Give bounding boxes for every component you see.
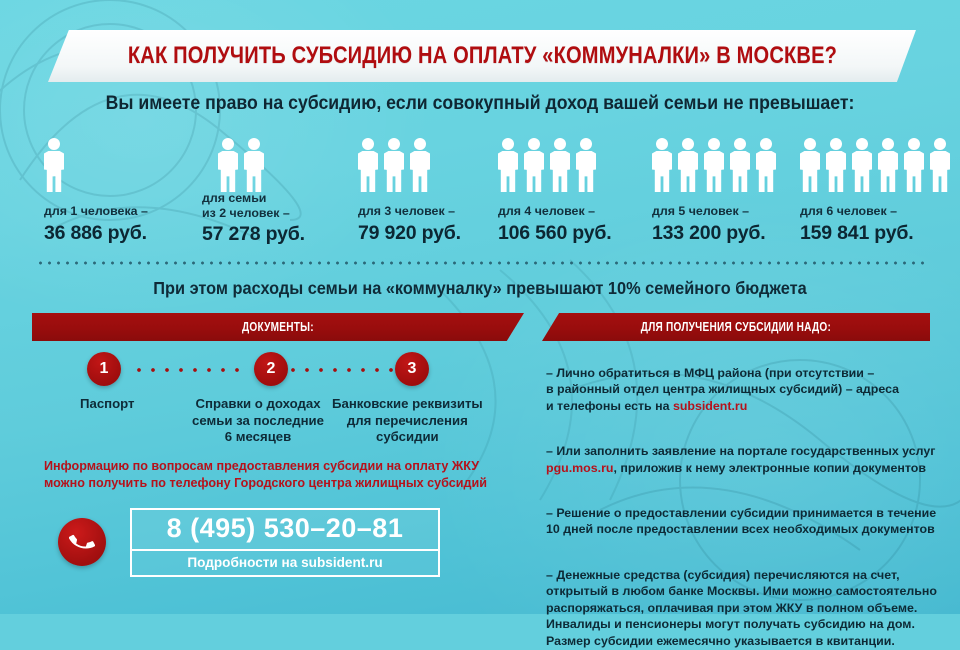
income-group-label: для 6 человек – — [800, 204, 897, 218]
person-icon — [410, 138, 430, 192]
income-group-2: для семьи из 2 человек – 57 278 руб. — [202, 136, 305, 246]
person-icon — [652, 138, 672, 192]
person-icon — [730, 138, 750, 192]
step-number-badge: 3 — [395, 352, 429, 386]
subsidy-info-text: Информацию по вопросам предоставления су… — [44, 459, 487, 490]
howto-text-before: – Лично обратиться в МФЦ района (при отс… — [546, 365, 900, 413]
income-group-label: для 5 человек – — [652, 204, 749, 218]
howto-list: – Лично обратиться в МФЦ района (при отс… — [546, 348, 946, 650]
pgu-mos-link[interactable]: pgu.mos.ru — [546, 460, 614, 475]
income-group-label: для 4 человек – — [498, 204, 595, 218]
document-step-1: 1 Паспорт — [80, 352, 135, 413]
howto-item-2: – Или заполнить заявление на портале гос… — [546, 426, 946, 476]
person-icon — [550, 138, 570, 192]
person-icon — [358, 138, 378, 192]
income-group-5: для 5 человек – 133 200 руб. — [652, 136, 776, 245]
step-label: Банковские реквизиты для перечисления су… — [332, 396, 483, 444]
income-group-1: для 1 человека – 36 886 руб. — [44, 136, 148, 245]
document-step-2: 2 Справки о доходах семьи за последние 6… — [192, 352, 324, 446]
step-label: Справки о доходах семьи за последние 6 м… — [192, 396, 325, 444]
phone-number[interactable]: 8 (495) 530–20–81 — [130, 508, 440, 549]
income-group-value: 133 200 руб. — [652, 221, 766, 244]
step-connector-dots — [272, 368, 412, 372]
howto-item-3: – Решение о предоставлении субсидии прин… — [546, 488, 946, 538]
person-icon — [878, 138, 898, 192]
phone-icon — [58, 518, 106, 566]
income-group-label: для семьи из 2 человек – — [202, 191, 290, 220]
howto-header-label: ДЛЯ ПОЛУЧЕНИЯ СУБСИДИИ НАДО: — [640, 320, 832, 334]
income-group-6: для 6 человек – 159 841 руб. — [800, 136, 950, 245]
income-group-4: для 4 человек – 106 560 руб. — [498, 136, 612, 245]
person-icon — [218, 138, 238, 192]
person-icon — [44, 138, 64, 192]
person-icon — [904, 138, 924, 192]
person-icon — [244, 138, 264, 192]
website-link[interactable]: Подробности на subsident.ru — [130, 549, 440, 577]
income-group-value: 106 560 руб. — [498, 221, 612, 244]
person-icon — [384, 138, 404, 192]
income-group-value: 57 278 руб. — [202, 223, 305, 245]
person-icon — [826, 138, 846, 192]
income-group-label: для 3 человек – — [358, 204, 455, 218]
income-group-value: 79 920 руб. — [358, 221, 461, 244]
howto-text-after: , приложив к нему электронные копии доку… — [613, 460, 926, 475]
people-figures — [218, 136, 305, 192]
people-figures — [652, 136, 776, 192]
person-icon — [576, 138, 596, 192]
income-group-value: 159 841 руб. — [800, 221, 914, 244]
page-title: КАК ПОЛУЧИТЬ СУБСИДИЮ НА ОПЛАТУ «КОММУНА… — [127, 42, 837, 69]
people-figures — [800, 136, 950, 192]
person-icon — [498, 138, 518, 192]
documents-header-bar: ДОКУМЕНТЫ: — [32, 313, 524, 341]
income-group-label: для 1 человека – — [44, 204, 148, 218]
contact-block: 8 (495) 530–20–81 Подробности на subside… — [58, 508, 518, 578]
document-step-3: 3 Банковские реквизиты для перечисления … — [332, 352, 483, 446]
howto-text-before: – Или заполнить заявление на портале гос… — [546, 443, 936, 458]
subsident-link[interactable]: subsident.ru — [672, 398, 748, 413]
person-icon — [704, 138, 724, 192]
person-icon — [800, 138, 820, 192]
people-figures — [358, 136, 461, 192]
howto-text-before: – Денежные средства (субсидия) перечисля… — [546, 567, 937, 648]
income-group-3: для 3 человек – 79 920 руб. — [358, 136, 461, 245]
people-figures — [498, 136, 611, 192]
person-icon — [678, 138, 698, 192]
howto-item-1: – Лично обратиться в МФЦ района (при отс… — [546, 348, 946, 414]
person-icon — [756, 138, 776, 192]
step-label: Паспорт — [80, 396, 135, 411]
income-groups: для 1 человека – 36 886 руб. для семьи и… — [0, 136, 960, 248]
howto-item-4: – Денежные средства (субсидия) перечисля… — [546, 550, 946, 650]
subtitle-text: Вы имеете право на субсидию, если совоку… — [105, 93, 855, 114]
income-group-value: 36 886 руб. — [44, 221, 147, 244]
phone-box: 8 (495) 530–20–81 Подробности на subside… — [130, 508, 440, 577]
people-figures — [44, 136, 148, 192]
title-banner: КАК ПОЛУЧИТЬ СУБСИДИЮ НА ОПЛАТУ «КОММУНА… — [48, 30, 916, 82]
person-icon — [930, 138, 950, 192]
person-icon — [852, 138, 872, 192]
note-text: При этом расходы семьи на «коммуналку» п… — [153, 278, 807, 298]
step-number-badge: 1 — [87, 352, 121, 386]
documents-header-label: ДОКУМЕНТЫ: — [242, 320, 314, 334]
dotted-divider — [36, 261, 924, 265]
howto-text-before: – Решение о предоставлении субсидии прин… — [546, 505, 937, 537]
documents-steps: 1 Паспорт 2 Справки о доходах семьи за п… — [32, 352, 532, 452]
person-icon — [524, 138, 544, 192]
step-number-badge: 2 — [254, 352, 288, 386]
howto-header-bar: ДЛЯ ПОЛУЧЕНИЯ СУБСИДИИ НАДО: — [542, 313, 930, 341]
step-connector-dots — [132, 368, 242, 372]
